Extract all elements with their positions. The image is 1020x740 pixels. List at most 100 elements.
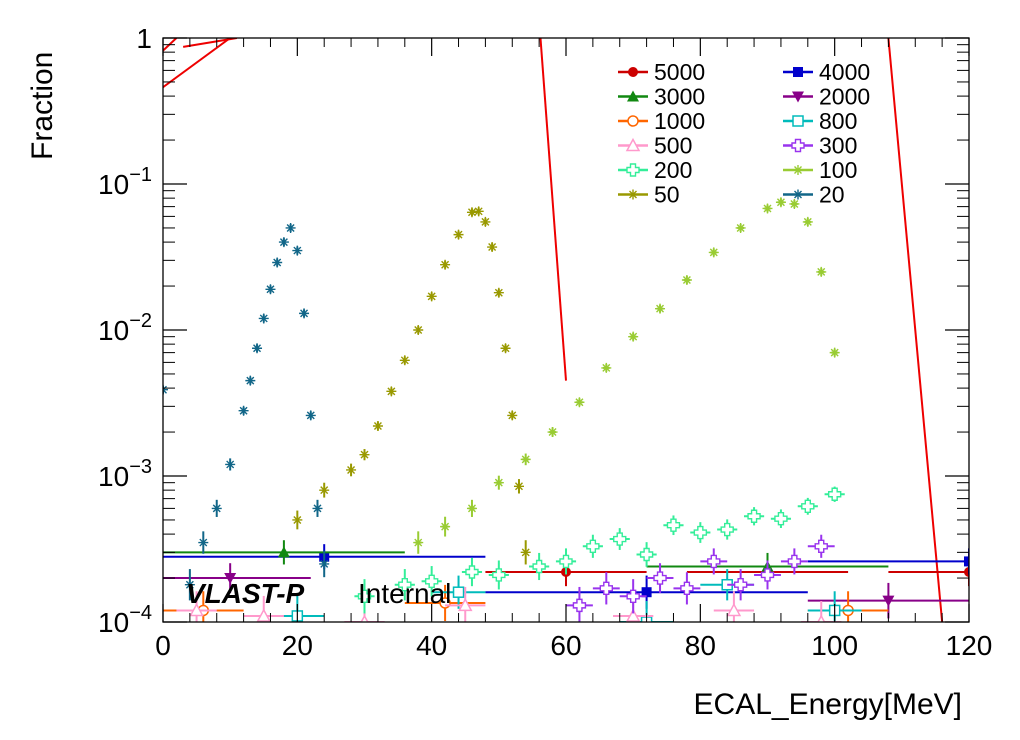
- x-axis-title: ECAL_Energy[MeV]: [694, 688, 962, 721]
- data-point: [457, 597, 473, 612]
- data-point: [775, 197, 786, 208]
- legend-marker: [792, 91, 804, 103]
- data-point: [453, 229, 464, 240]
- legend-marker: [627, 90, 639, 102]
- data-point: [641, 587, 652, 598]
- data-point: [426, 291, 437, 302]
- data-point: [964, 567, 969, 578]
- legend-marker: [791, 138, 805, 153]
- x-tick-label: 80: [685, 630, 716, 661]
- data-point: [726, 602, 742, 617]
- legend-label: 800: [819, 108, 857, 134]
- data-point: [628, 331, 639, 342]
- brand-label: VLAST-P Internal: [186, 578, 451, 609]
- legend-entry-2000: 2000: [783, 84, 870, 110]
- data-point: [305, 410, 316, 421]
- data-point: [666, 518, 681, 532]
- legend-entry-4000: 4000: [783, 59, 870, 85]
- y-tick-exponent: −4: [129, 602, 152, 624]
- y-tick-label: 1: [136, 23, 152, 54]
- data-point: [386, 386, 397, 397]
- data-point: [265, 284, 276, 295]
- legend-label: 5000: [654, 59, 705, 85]
- x-tick-label: 20: [282, 630, 313, 661]
- data-point: [357, 589, 372, 603]
- legend-marker: [792, 115, 804, 127]
- y-tick-base: 10: [98, 315, 129, 346]
- series-50: [292, 206, 531, 565]
- data-point: [319, 558, 330, 569]
- data-point: [480, 216, 491, 227]
- legend-label: 20: [819, 182, 845, 208]
- data-point: [720, 522, 734, 537]
- data-point: [245, 375, 256, 386]
- data-point: [413, 325, 424, 335]
- data-point: [258, 313, 269, 324]
- data-point: [278, 237, 289, 248]
- data-point: [189, 602, 204, 617]
- legend-label: 2000: [819, 84, 870, 110]
- data-point: [760, 568, 775, 582]
- data-point: [574, 397, 585, 408]
- brand-name: VLAST-P: [186, 578, 305, 609]
- x-tick-label: 100: [811, 630, 858, 661]
- data-point: [452, 586, 465, 598]
- y-tick-exponent: −3: [129, 456, 152, 478]
- data-point: [359, 449, 370, 460]
- legend-marker: [628, 67, 638, 77]
- data-point: [681, 275, 692, 286]
- data-point: [398, 578, 412, 592]
- data-point: [735, 222, 746, 233]
- data-point: [312, 503, 323, 514]
- y-tick-label: 10−2: [98, 310, 152, 346]
- data-point: [559, 554, 573, 569]
- data-point: [198, 537, 209, 548]
- series-300: [566, 534, 835, 622]
- data-point: [693, 525, 708, 540]
- data-point: [733, 578, 748, 592]
- data-point: [680, 581, 694, 596]
- data-point: [829, 347, 840, 358]
- data-point: [507, 410, 518, 421]
- data-point: [285, 222, 296, 233]
- legend-entry-1000: 1000: [618, 108, 705, 134]
- data-point: [655, 303, 666, 314]
- data-point: [964, 556, 969, 567]
- series-100: [413, 197, 840, 554]
- data-point: [572, 598, 587, 613]
- legend-label: 300: [819, 133, 857, 159]
- legend-marker: [627, 115, 639, 127]
- data-point: [653, 571, 667, 585]
- series-200: [354, 486, 845, 614]
- legend-label: 1000: [654, 108, 705, 134]
- data-point: [256, 608, 272, 622]
- data-point: [473, 206, 484, 217]
- y-tick-base: 10: [98, 607, 129, 638]
- data-point: [626, 589, 640, 603]
- x-tick-label: 0: [155, 630, 171, 661]
- data-point: [816, 266, 827, 277]
- data-point: [493, 287, 504, 298]
- y-tick-label: 10−4: [98, 602, 152, 638]
- legend-entry-50: 50: [618, 182, 680, 208]
- data-point: [184, 579, 195, 590]
- data-point: [762, 203, 773, 214]
- x-tick-label: 120: [946, 630, 993, 661]
- data-point: [787, 554, 802, 569]
- fit-curve: [163, 38, 231, 89]
- legend-marker: [793, 165, 803, 175]
- y-axis-title: Fraction: [26, 52, 59, 160]
- y-tick-label: 10−3: [98, 456, 152, 492]
- data-point: [224, 573, 237, 585]
- legend-entry-5000: 5000: [618, 59, 705, 85]
- legend-label: 50: [654, 182, 680, 208]
- data-point: [465, 565, 479, 579]
- data-point: [801, 499, 815, 514]
- y-tick-base: 10: [98, 169, 129, 200]
- data-point: [492, 568, 506, 582]
- y-tick-exponent: −1: [129, 164, 152, 186]
- data-point: [882, 595, 895, 607]
- data-point: [399, 355, 410, 366]
- legend-entry-500: 500: [618, 133, 692, 159]
